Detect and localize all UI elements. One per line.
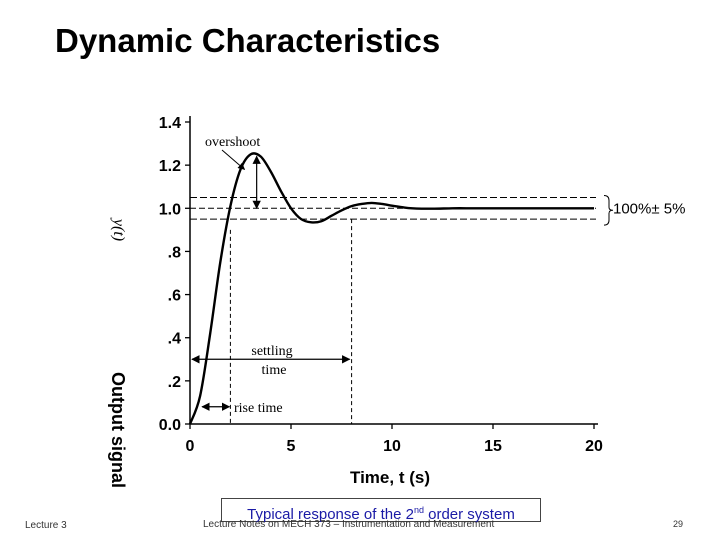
response-curve (188, 152, 594, 425)
y-tick-label: 1.4 (159, 115, 181, 132)
band-label: 100%± 5% (613, 200, 685, 217)
page-number: 29 (673, 519, 684, 529)
overshoot-label: overshoot (205, 135, 260, 150)
x-tick-label: 0 (186, 438, 195, 455)
chart-axes: 0.0 .2 .4 .6 .8 1.0 1.2 1.4 0 5 10 15 20 Time, t (s) O… (108, 115, 603, 488)
y-tick-label: 1.0 (159, 201, 181, 218)
footer-course: Lecture Notes on MECH 373 – Instrumentat… (203, 519, 495, 530)
x-tick-label: 5 (287, 438, 296, 455)
slide-title: Dynamic Characteristics (55, 22, 441, 59)
x-tick-label: 10 (383, 438, 401, 455)
tolerance-band: 100%± 5% (190, 195, 685, 226)
caption-text-rest: order system (423, 506, 515, 523)
caption-text: Typical response of the 2 (247, 506, 414, 523)
y-tick-label: .6 (168, 288, 181, 305)
x-tick-label: 15 (484, 438, 502, 455)
band-brace (603, 195, 614, 226)
x-tick-label: 20 (585, 438, 603, 455)
x-axis-label: Time, t (s) (350, 468, 430, 487)
y-axis-label: Output signal (108, 372, 128, 488)
caption-superscript: nd (413, 505, 424, 515)
y-axis-symbol: y(t) (110, 217, 127, 241)
rise-time-label: rise time (234, 401, 283, 416)
overshoot-pointer (221, 149, 246, 170)
y-tick-label: .8 (168, 244, 181, 261)
settling-time-label-line1: settling (251, 344, 292, 359)
y-tick-label: .2 (168, 374, 181, 391)
y-tick-label: 0.0 (159, 417, 181, 434)
settling-time-label-line2: time (262, 363, 287, 378)
y-tick-label: .4 (168, 331, 181, 348)
chart-annotations: overshoot settling time rise time (191, 135, 351, 416)
footer-lecture: Lecture 3 (25, 520, 67, 531)
figure-caption: Typical response of the 2nd order system (221, 498, 541, 523)
y-tick-label: 1.2 (159, 158, 181, 175)
guide-lines (229, 219, 353, 424)
